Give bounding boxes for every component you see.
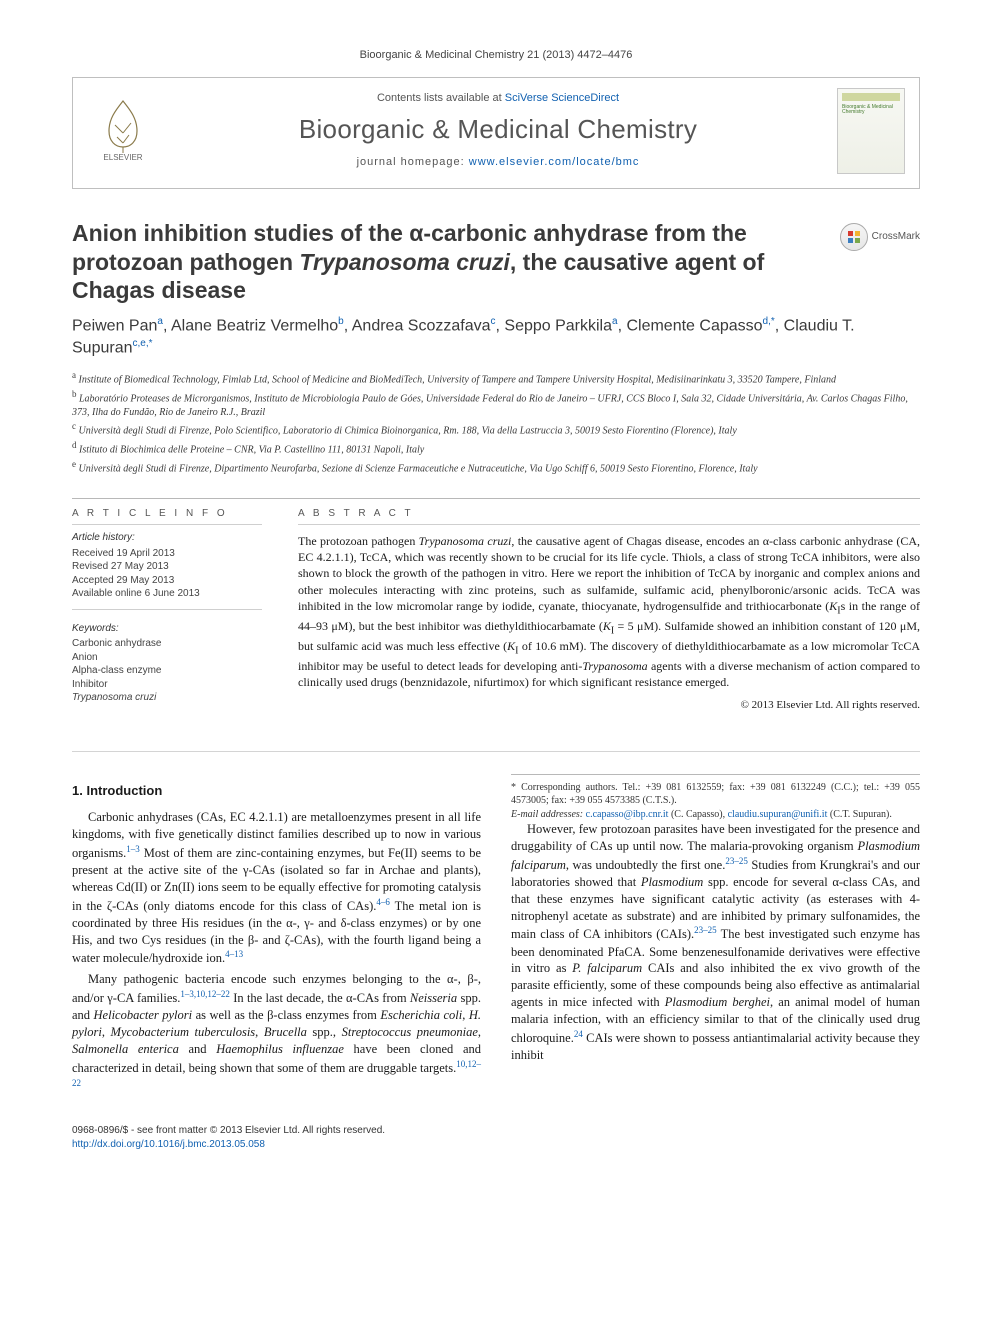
journal-cover-thumb: Bioorganic & Medicinal Chemistry	[837, 88, 905, 174]
history-line: Revised 27 May 2013	[72, 560, 262, 574]
abstract: A B S T R A C T The protozoan pathogen T…	[298, 507, 920, 725]
divider	[72, 498, 920, 499]
elsevier-wordmark: ELSEVIER	[103, 153, 142, 164]
article-title: Anion inhibition studies of the α-carbon…	[72, 219, 828, 305]
intro-para-1: Carbonic anhydrases (CAs, EC 4.2.1.1) ar…	[72, 809, 481, 967]
tree-icon	[95, 97, 151, 153]
front-matter-line: 0968-0896/$ - see front matter © 2013 El…	[72, 1124, 385, 1138]
keyword: Anion	[72, 651, 262, 665]
abstract-heading: A B S T R A C T	[298, 507, 920, 526]
scidirect-link[interactable]: SciVerse ScienceDirect	[505, 92, 619, 104]
intro-para-2: Many pathogenic bacteria encode such enz…	[72, 971, 481, 1096]
email-link-2[interactable]: claudiu.supuran@unifi.it	[728, 809, 828, 820]
crossmark-icon	[840, 223, 868, 251]
corr-author-note: * Corresponding authors. Tel.: +39 081 6…	[511, 781, 920, 808]
journal-name: Bioorganic & Medicinal Chemistry	[171, 112, 825, 147]
keyword: Trypanosoma cruzi	[72, 691, 262, 705]
homepage-link[interactable]: www.elsevier.com/locate/bmc	[469, 156, 640, 168]
citation-line: Bioorganic & Medicinal Chemistry 21 (201…	[72, 48, 920, 63]
journal-homepage: journal homepage: www.elsevier.com/locat…	[171, 155, 825, 170]
keywords-label: Keywords:	[72, 622, 262, 636]
section-heading-intro: 1. Introduction	[72, 782, 481, 800]
abstract-copyright: © 2013 Elsevier Ltd. All rights reserved…	[298, 698, 920, 713]
affiliation-line: b Laboratório Proteases de Microrganismo…	[72, 388, 920, 419]
journal-masthead: ELSEVIER Contents lists available at Sci…	[72, 77, 920, 189]
history-line: Received 19 April 2013	[72, 547, 262, 561]
affiliations: a Institute of Biomedical Technology, Fi…	[72, 369, 920, 476]
doi-link[interactable]: http://dx.doi.org/10.1016/j.bmc.2013.05.…	[72, 1139, 265, 1150]
article-info-heading: A R T I C L E I N F O	[72, 507, 262, 526]
article-info: A R T I C L E I N F O Article history: R…	[72, 507, 262, 725]
history-line: Available online 6 June 2013	[72, 587, 262, 601]
contents-list-line: Contents lists available at SciVerse Sci…	[171, 91, 825, 106]
article-body: 1. Introduction Carbonic anhydrases (CAs…	[72, 774, 920, 1096]
keyword: Inhibitor	[72, 678, 262, 692]
crossmark-badge[interactable]: CrossMark	[840, 223, 920, 251]
keyword: Alpha-class enzyme	[72, 664, 262, 678]
intro-para-4: However, few protozoan parasites have be…	[511, 821, 920, 1064]
keyword: Carbonic anhydrase	[72, 637, 262, 651]
elsevier-logo: ELSEVIER	[87, 92, 159, 170]
author-list: Peiwen Pana, Alane Beatriz Vermelhob, An…	[72, 315, 920, 359]
affiliation-line: e Università degli Studi di Firenze, Dip…	[72, 458, 920, 476]
abstract-text: The protozoan pathogen Trypanosoma cruzi…	[298, 533, 920, 690]
affiliation-line: c Università degli Studi di Firenze, Pol…	[72, 420, 920, 438]
history-line: Accepted 29 May 2013	[72, 574, 262, 588]
email-link-1[interactable]: c.capasso@ibp.cnr.it	[586, 809, 669, 820]
corresponding-footnotes: * Corresponding authors. Tel.: +39 081 6…	[511, 774, 920, 822]
affiliation-line: a Institute of Biomedical Technology, Fi…	[72, 369, 920, 387]
affiliation-line: d Istituto di Biochimica delle Proteine …	[72, 439, 920, 457]
history-label: Article history:	[72, 531, 262, 545]
page-footer: 0968-0896/$ - see front matter © 2013 El…	[72, 1124, 920, 1151]
divider	[72, 751, 920, 752]
